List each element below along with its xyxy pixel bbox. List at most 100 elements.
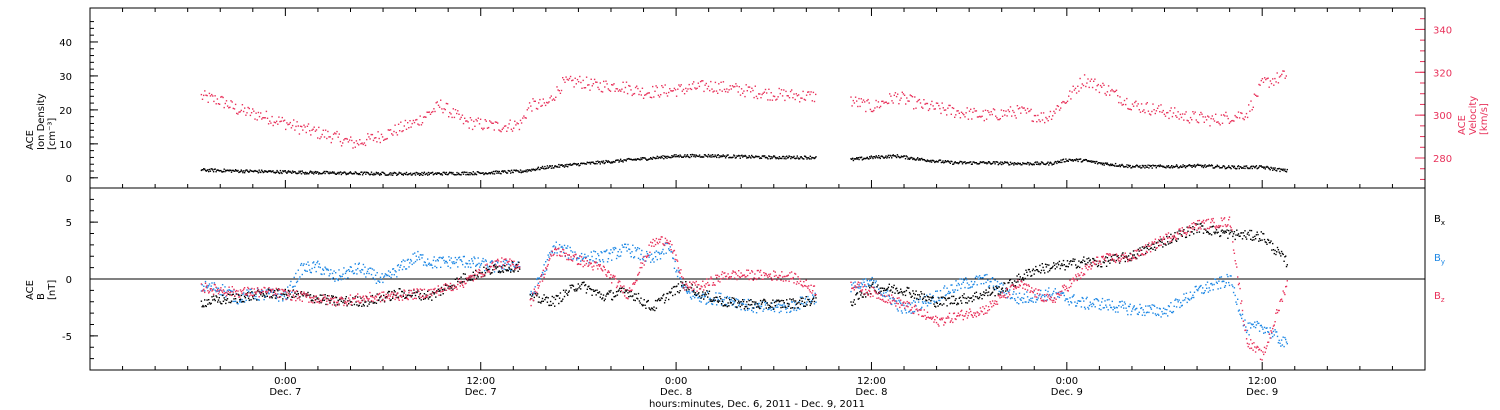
bx-point (1216, 232, 1218, 234)
by-point (1251, 324, 1253, 326)
density-point (1200, 164, 1202, 166)
bx-point (731, 297, 733, 299)
density-point (414, 172, 416, 174)
velocity-point (983, 119, 985, 122)
density-point (330, 172, 332, 174)
velocity-point (935, 102, 938, 104)
density-point (942, 160, 944, 162)
density-point (927, 160, 929, 162)
density-point (350, 172, 352, 174)
density-point (585, 163, 588, 165)
bx-point (789, 298, 791, 300)
by-point (260, 291, 262, 293)
by-point (1197, 288, 1200, 290)
velocity-point (346, 138, 348, 140)
density-point (805, 156, 807, 159)
bx-point (803, 305, 805, 307)
by-point (982, 277, 984, 279)
density-point (614, 161, 616, 163)
by-point (701, 296, 703, 298)
bz-point (260, 292, 262, 295)
by-point (476, 263, 479, 266)
bx-point (653, 306, 655, 308)
velocity-point (711, 88, 713, 90)
density-point (726, 154, 728, 156)
bx-point (1039, 264, 1041, 267)
by-point (650, 253, 653, 255)
bx-point (776, 299, 778, 301)
bx-point (401, 290, 403, 293)
velocity-point (452, 108, 454, 110)
by-point (215, 290, 217, 293)
bx-point (411, 294, 413, 297)
velocity-point (432, 110, 434, 113)
density-point (1074, 159, 1076, 161)
velocity-point (951, 107, 954, 109)
velocity-point (1075, 92, 1078, 94)
velocity-point (1122, 103, 1125, 106)
density-point (297, 172, 299, 174)
bx-point (1120, 255, 1122, 257)
by-point (348, 270, 351, 272)
density-point (1228, 165, 1230, 167)
velocity-point (991, 113, 993, 116)
bx-point (616, 294, 619, 296)
density-point (791, 156, 794, 159)
by-point (723, 299, 725, 301)
velocity-point (1026, 107, 1029, 110)
velocity-point (737, 91, 739, 93)
density-point (700, 156, 702, 158)
bx-point (347, 300, 349, 302)
bx-point (676, 285, 678, 287)
bx-point (610, 289, 612, 292)
velocity-point (719, 89, 721, 91)
by-point (454, 256, 457, 259)
by-point (803, 305, 806, 307)
bx-point (941, 304, 943, 306)
density-point (584, 163, 586, 165)
by-point (692, 295, 694, 297)
density-point (753, 156, 755, 159)
velocity-point (858, 97, 860, 100)
velocity-point (1130, 109, 1132, 111)
velocity-point (206, 94, 208, 97)
by-point (1082, 297, 1084, 300)
velocity-point (1093, 80, 1095, 82)
density-point (796, 155, 798, 157)
bx-point (1283, 260, 1285, 262)
density-point (1035, 161, 1037, 163)
velocity-point (856, 100, 858, 102)
velocity-point (595, 81, 597, 83)
bx-point (512, 270, 514, 272)
density-point (475, 173, 478, 176)
density-point (1115, 165, 1118, 167)
by-point (1133, 305, 1135, 307)
velocity-point (1162, 109, 1164, 112)
by-point (1131, 310, 1133, 312)
density-point (276, 169, 278, 172)
bx-point (891, 291, 894, 293)
velocity-point (358, 144, 360, 146)
bx-point (940, 296, 943, 298)
bx-point (598, 291, 601, 293)
by-point (1159, 308, 1161, 310)
by-point (589, 259, 591, 261)
bx-point (308, 294, 310, 296)
velocity-point (962, 112, 964, 115)
by-point (1083, 300, 1085, 302)
bx-point (571, 284, 574, 286)
bx-point (894, 292, 896, 294)
density-point (987, 162, 989, 164)
density-point (488, 172, 491, 174)
by-point (753, 307, 755, 309)
density-point (1268, 168, 1271, 170)
bz-point (239, 296, 241, 298)
by-point (546, 259, 549, 261)
density-point (566, 163, 568, 166)
velocity-point (801, 97, 803, 99)
by-point (1212, 289, 1214, 291)
bx-point (885, 289, 887, 291)
density-point (704, 154, 706, 156)
density-point (1285, 170, 1287, 172)
velocity-point (911, 96, 914, 98)
